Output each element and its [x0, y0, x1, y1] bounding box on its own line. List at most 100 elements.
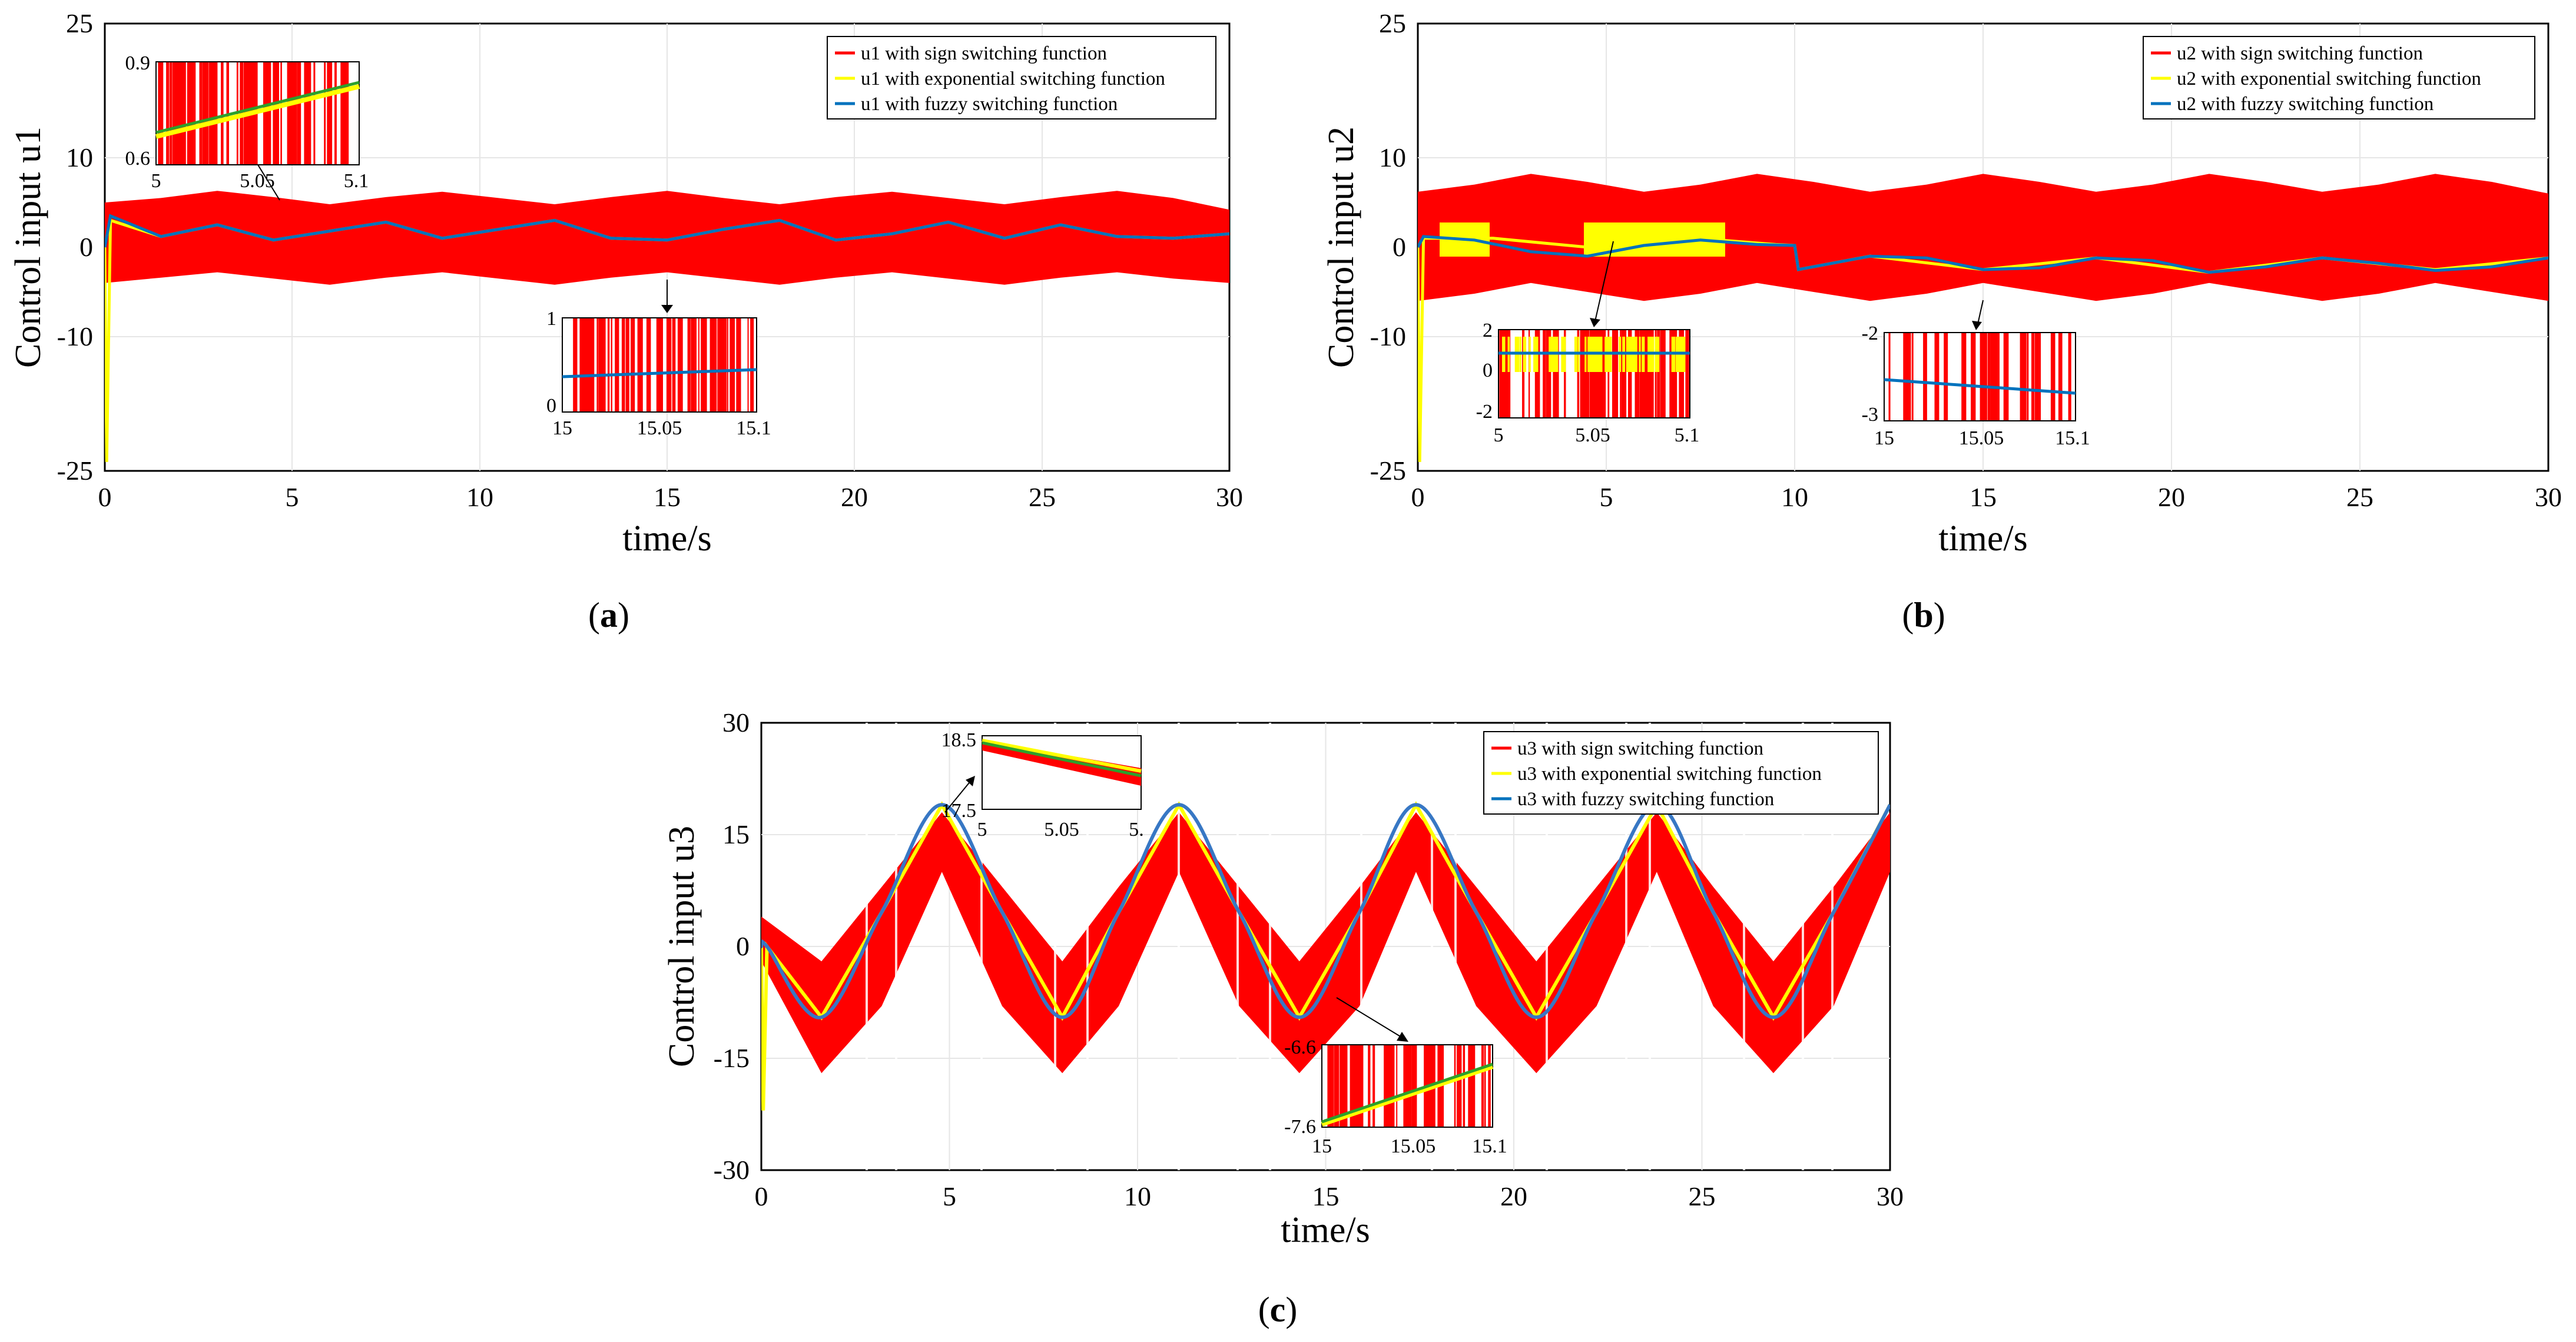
- inset-chatter-bar: [590, 318, 595, 411]
- inset-chatter-bar: [1961, 333, 1967, 420]
- inset-chatter-bar: [721, 318, 727, 411]
- inset-chatter-bar: [1911, 333, 1914, 420]
- inset-chatter-bar: [1335, 1045, 1340, 1127]
- inset-chatter-bar: [340, 62, 346, 164]
- inset-c1-xtick-1: 5: [977, 819, 987, 841]
- series-c-fuzzy-line: [761, 803, 1890, 1019]
- inset-c2-ytick-top: -6.6: [1284, 1037, 1316, 1058]
- x-tick-15-a: 15: [654, 482, 681, 512]
- inset-chatter-bar: [596, 318, 598, 411]
- x-tick-25-c: 25: [1689, 1181, 1716, 1211]
- x-tick-15-b: 15: [1970, 482, 1997, 512]
- y-axis-label-c: Control input u3: [662, 826, 702, 1067]
- inset-chatter-bar: [1597, 330, 1603, 417]
- inset-chatter-bar: [1328, 1045, 1333, 1127]
- legend-a-item-3: u1 with fuzzy switching function: [861, 94, 1118, 115]
- inset-c2-xtick-1: 15: [1312, 1135, 1332, 1157]
- sign-band-gap: [1454, 723, 1457, 1170]
- inset-chatter-bar: [1522, 330, 1524, 417]
- inset-chatter-bar: [2037, 333, 2041, 420]
- inset-c1-xtick-3: 5.: [1129, 819, 1144, 841]
- legend-c-item-3: u3 with fuzzy switching function: [1517, 789, 1774, 810]
- x-tick-10-b: 10: [1781, 482, 1808, 512]
- inset-chatter-bar: [1934, 333, 1940, 420]
- x-tick-0-b: 0: [1411, 482, 1425, 512]
- y-tick-neg10-a: -10: [57, 321, 93, 351]
- inset-chatter-bar: [2034, 333, 2038, 420]
- y-tick-25-b: 25: [1379, 8, 1406, 38]
- inset-chatter-bar: [346, 62, 349, 164]
- inset-c2-exp-line: [1321, 1064, 1494, 1127]
- inset-a2-ytick-top: 1: [546, 308, 556, 330]
- inset-b2-sign-bars: [1888, 333, 2071, 420]
- sign-band-gap: [1431, 723, 1433, 1170]
- sign-band-gap: [1236, 723, 1239, 1170]
- inset-chatter-bar: [324, 62, 326, 164]
- x-axis-label-c: time/s: [1281, 1210, 1370, 1250]
- inset-chatter-bar: [702, 318, 706, 411]
- inset-c2-xtick-2: 15.05: [1391, 1135, 1436, 1157]
- inset-a1-fuzzy-line: [155, 81, 360, 134]
- inset-chatter-bar: [2050, 333, 2056, 420]
- x-tick-25-a: 25: [1029, 482, 1056, 512]
- inset-chatter-bar: [1528, 330, 1530, 417]
- x-tick-5-b: 5: [1600, 482, 1613, 512]
- inset-b1-xtick-1: 5: [1494, 424, 1504, 446]
- inset-chatter-bar: [599, 318, 603, 411]
- inset-chatter-bar: [1629, 330, 1631, 417]
- inset-chatter-bar: [666, 318, 672, 411]
- inset-b2-fuzzy-line: [1884, 378, 2076, 395]
- inset-chatter-bar: [579, 318, 583, 411]
- sign-band-gap: [1802, 723, 1804, 1170]
- inset-chatter-bar: [297, 62, 301, 164]
- x-tick-0-a: 0: [98, 482, 112, 512]
- inset-chatter-bar: [1457, 1045, 1462, 1127]
- inset-a1-xtick-3: 5.1: [344, 170, 369, 192]
- inset-b2-xtick-2: 15.05: [1959, 427, 2004, 449]
- inset-chatter-bar: [1907, 333, 1911, 420]
- inset-chatter-bar: [608, 318, 610, 411]
- inset-chatter-bar: [695, 318, 697, 411]
- sign-band-gap: [1546, 723, 1548, 1170]
- inset-chatter-bar: [712, 318, 717, 411]
- y-tick-10-a: 10: [66, 142, 93, 172]
- inset-chatter-bar: [646, 318, 651, 411]
- inset-chatter-bar: [1582, 330, 1585, 417]
- x-tick-labels-b: 0 5 10 15 20 25 30: [1411, 482, 2562, 512]
- x-tick-20-b: 20: [2158, 482, 2185, 512]
- inset-chatter-bar: [747, 318, 749, 411]
- sign-band-gap: [1054, 723, 1056, 1170]
- caption-a: (a): [588, 596, 629, 635]
- inset-chatter-bar: [1660, 330, 1662, 417]
- inset-c1-arrow: [944, 779, 972, 813]
- inset-chatter-bar: [1608, 330, 1610, 417]
- inset-c2-fuzzy-line: [1321, 1062, 1493, 1124]
- inset-chatter-bar: [1508, 330, 1511, 417]
- inset-chatter-bar: [189, 62, 191, 164]
- y-tick-25-a: 25: [66, 8, 93, 38]
- inset-chatter-bar: [2022, 333, 2027, 420]
- inset-chatter-bar: [691, 318, 694, 411]
- inset-chatter-bar: [334, 62, 337, 164]
- inset-chatter-bar: [717, 318, 721, 411]
- inset-b2-xtick-3: 15.1: [2055, 427, 2090, 449]
- sign-band-gap: [980, 723, 983, 1170]
- inset-chatter-bar: [190, 62, 192, 164]
- x-tick-labels-c: 0 5 10 15 20 25 30: [755, 1181, 1904, 1211]
- sign-band-gap: [1178, 723, 1180, 1170]
- inset-chatter-bar: [1997, 333, 1999, 420]
- legend-c-item-2: u3 with exponential switching function: [1517, 763, 1822, 785]
- inset-chatter-bar: [1612, 330, 1617, 417]
- inset-chatter-bar: [632, 318, 635, 411]
- inset-chatter-bar: [1546, 330, 1551, 417]
- inset-chatter-bar: [166, 62, 169, 164]
- sign-band-gap: [1086, 723, 1089, 1170]
- inset-chatter-bar: [304, 62, 309, 164]
- inset-b1-sign-bars: [1499, 330, 1689, 417]
- inset-chatter-bar: [1468, 1045, 1473, 1127]
- inset-chatter-bar: [1546, 330, 1548, 417]
- inset-chatter-bar: [199, 62, 203, 164]
- inset-chatter-bar: [750, 318, 754, 411]
- inset-c1-ytick-top: 18.5: [941, 729, 977, 751]
- inset-c1-xtick-2: 5.05: [1044, 819, 1079, 841]
